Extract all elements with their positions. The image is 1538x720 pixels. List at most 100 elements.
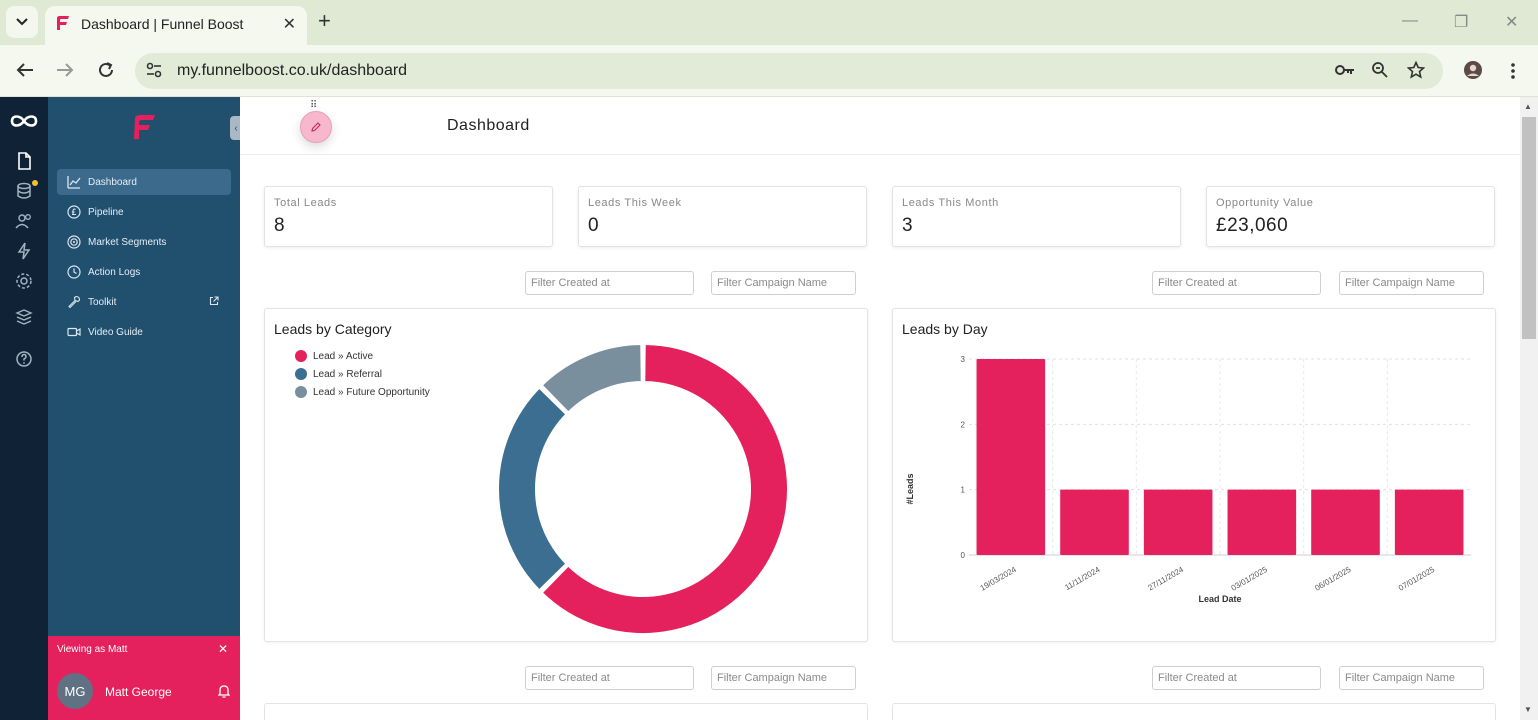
bell-icon[interactable]: [218, 684, 230, 698]
reload-button[interactable]: [95, 59, 117, 81]
funnelboost-logo-icon[interactable]: [129, 113, 159, 141]
donut-slice[interactable]: [540, 342, 643, 414]
stat-card-opportunity-value: Opportunity Value £23,060: [1206, 186, 1495, 247]
next-chart-card: [264, 703, 868, 720]
filter-created-at-input[interactable]: [1152, 666, 1321, 690]
browser-menu-icon[interactable]: [1510, 62, 1516, 80]
x-tick-label: 11/11/2024: [1063, 565, 1102, 592]
filter-created-at-input[interactable]: [525, 271, 694, 295]
tab-search-button[interactable]: [6, 6, 38, 38]
x-tick-label: 27/11/2024: [1146, 565, 1185, 593]
bar[interactable]: [1060, 489, 1129, 555]
bar[interactable]: [1227, 489, 1297, 555]
y-axis-label: #Leads: [905, 473, 915, 504]
chart-title: Leads by Day: [902, 321, 988, 337]
video-icon: [67, 327, 81, 337]
donut-slice[interactable]: [497, 386, 568, 592]
page-header: ⠿ Dashboard: [240, 97, 1520, 155]
stat-label: Opportunity Value: [1216, 197, 1314, 209]
sidebar-item-video-guide[interactable]: Video Guide: [57, 319, 231, 345]
donut-slice[interactable]: [540, 342, 789, 635]
bar-chart: 0 1 2 3 19/03/2024 11/11/2024 27/11/2024 03/01/…: [905, 355, 1471, 604]
help-icon[interactable]: [14, 349, 34, 369]
funnelboost-favicon-icon: [57, 16, 69, 30]
tab-title: Dashboard | Funnel Boost: [81, 16, 244, 32]
tab-close-icon[interactable]: ✕: [282, 16, 296, 33]
pencil-icon: [311, 122, 321, 132]
stat-card-leads-this-week: Leads This Week 0: [578, 186, 867, 247]
forward-button[interactable]: [54, 59, 76, 81]
zoom-icon[interactable]: [1371, 61, 1389, 79]
address-bar[interactable]: my.funnelboost.co.uk/dashboard: [135, 53, 1443, 89]
drag-handle-icon[interactable]: ⠿: [310, 100, 319, 111]
users-icon[interactable]: [14, 211, 34, 231]
user-bar[interactable]: MG Matt George: [48, 663, 240, 720]
filter-created-at-input[interactable]: [1152, 271, 1321, 295]
sidebar-item-toolkit[interactable]: Toolkit: [57, 289, 231, 315]
legend-label: Lead » Active: [313, 350, 374, 362]
lightning-icon[interactable]: [14, 241, 34, 261]
infinity-logo-icon[interactable]: [8, 111, 40, 131]
filter-campaign-name-input[interactable]: [1339, 271, 1484, 295]
leads-by-day-card: Leads by Day 0 1 2 3 19/03/2024 11/11/2024 27/…: [892, 308, 1496, 642]
bar[interactable]: [1311, 489, 1380, 555]
bookmark-star-icon[interactable]: [1407, 61, 1425, 79]
target-icon: [67, 235, 81, 249]
password-key-icon[interactable]: [1334, 61, 1356, 79]
bar[interactable]: [1143, 489, 1213, 555]
stat-label: Leads This Month: [902, 197, 999, 209]
browser-tab[interactable]: Dashboard | Funnel Boost ✕: [45, 6, 307, 45]
restore-icon[interactable]: ❐: [1454, 14, 1469, 31]
document-icon[interactable]: [14, 151, 34, 171]
site-settings-icon: [146, 62, 162, 78]
filter-campaign-name-input[interactable]: [711, 666, 856, 690]
database-icon[interactable]: [14, 181, 34, 201]
page-scrollbar[interactable]: ▲ ▼: [1520, 97, 1538, 720]
sidebar-item-label: Dashboard: [88, 176, 137, 188]
sidebar: ‹ Dashboard Pipeline Market Segments Act…: [48, 97, 242, 720]
user-name: Matt George: [105, 685, 172, 699]
minimize-icon[interactable]: —: [1402, 12, 1418, 29]
scroll-up-icon[interactable]: ▲: [1524, 102, 1532, 111]
sidebar-item-label: Market Segments: [88, 236, 167, 248]
sidebar-item-label: Video Guide: [88, 326, 143, 338]
close-icon[interactable]: ✕: [217, 642, 228, 656]
legend-item[interactable]: Lead » Referral: [295, 365, 430, 383]
sidebar-item-dashboard[interactable]: Dashboard: [57, 169, 231, 195]
browser-tab-bar: Dashboard | Funnel Boost ✕ + — ❐ ✕: [0, 0, 1538, 45]
sidebar-item-pipeline[interactable]: Pipeline: [57, 199, 231, 225]
sidebar-collapse-button[interactable]: ‹: [230, 116, 242, 140]
settings-gear-icon[interactable]: [14, 271, 34, 291]
edit-button[interactable]: [300, 111, 332, 143]
x-tick-label: 06/01/2025: [1313, 565, 1353, 593]
scroll-down-icon[interactable]: ▼: [1524, 705, 1532, 714]
window-close-icon[interactable]: ✕: [1505, 14, 1519, 31]
chevron-down-icon: [16, 18, 28, 26]
bar[interactable]: [976, 359, 1046, 555]
filter-campaign-name-input[interactable]: [711, 271, 856, 295]
sidebar-item-action-logs[interactable]: Action Logs: [57, 259, 231, 285]
legend-item[interactable]: Lead » Future Opportunity: [295, 383, 430, 401]
new-tab-button[interactable]: +: [318, 8, 331, 33]
integrations-icon[interactable]: [14, 307, 34, 327]
avatar[interactable]: MG: [57, 673, 93, 709]
back-button[interactable]: [14, 59, 36, 81]
donut-chart: [497, 342, 789, 635]
bar[interactable]: [1394, 489, 1464, 555]
legend-item[interactable]: Lead » Active: [295, 347, 430, 365]
stat-value: 8: [274, 215, 286, 236]
filter-created-at-input[interactable]: [525, 666, 694, 690]
sidebar-item-label: Action Logs: [88, 266, 141, 278]
leads-by-category-card: Leads by Category Lead » Active Lead » R…: [264, 308, 868, 642]
x-tick-label: 07/01/2025: [1397, 565, 1437, 593]
wrench-icon: [68, 295, 81, 309]
profile-avatar-icon[interactable]: [1463, 60, 1483, 80]
filter-campaign-name-input[interactable]: [1339, 666, 1484, 690]
legend-swatch: [295, 368, 307, 380]
notification-dot: [32, 180, 38, 186]
external-link-icon: [209, 296, 219, 306]
sidebar-item-market-segments[interactable]: Market Segments: [57, 229, 231, 255]
scroll-thumb[interactable]: [1522, 117, 1536, 339]
stat-card-total-leads: Total Leads 8: [264, 186, 553, 247]
x-tick-label: 19/03/2024: [979, 565, 1019, 593]
